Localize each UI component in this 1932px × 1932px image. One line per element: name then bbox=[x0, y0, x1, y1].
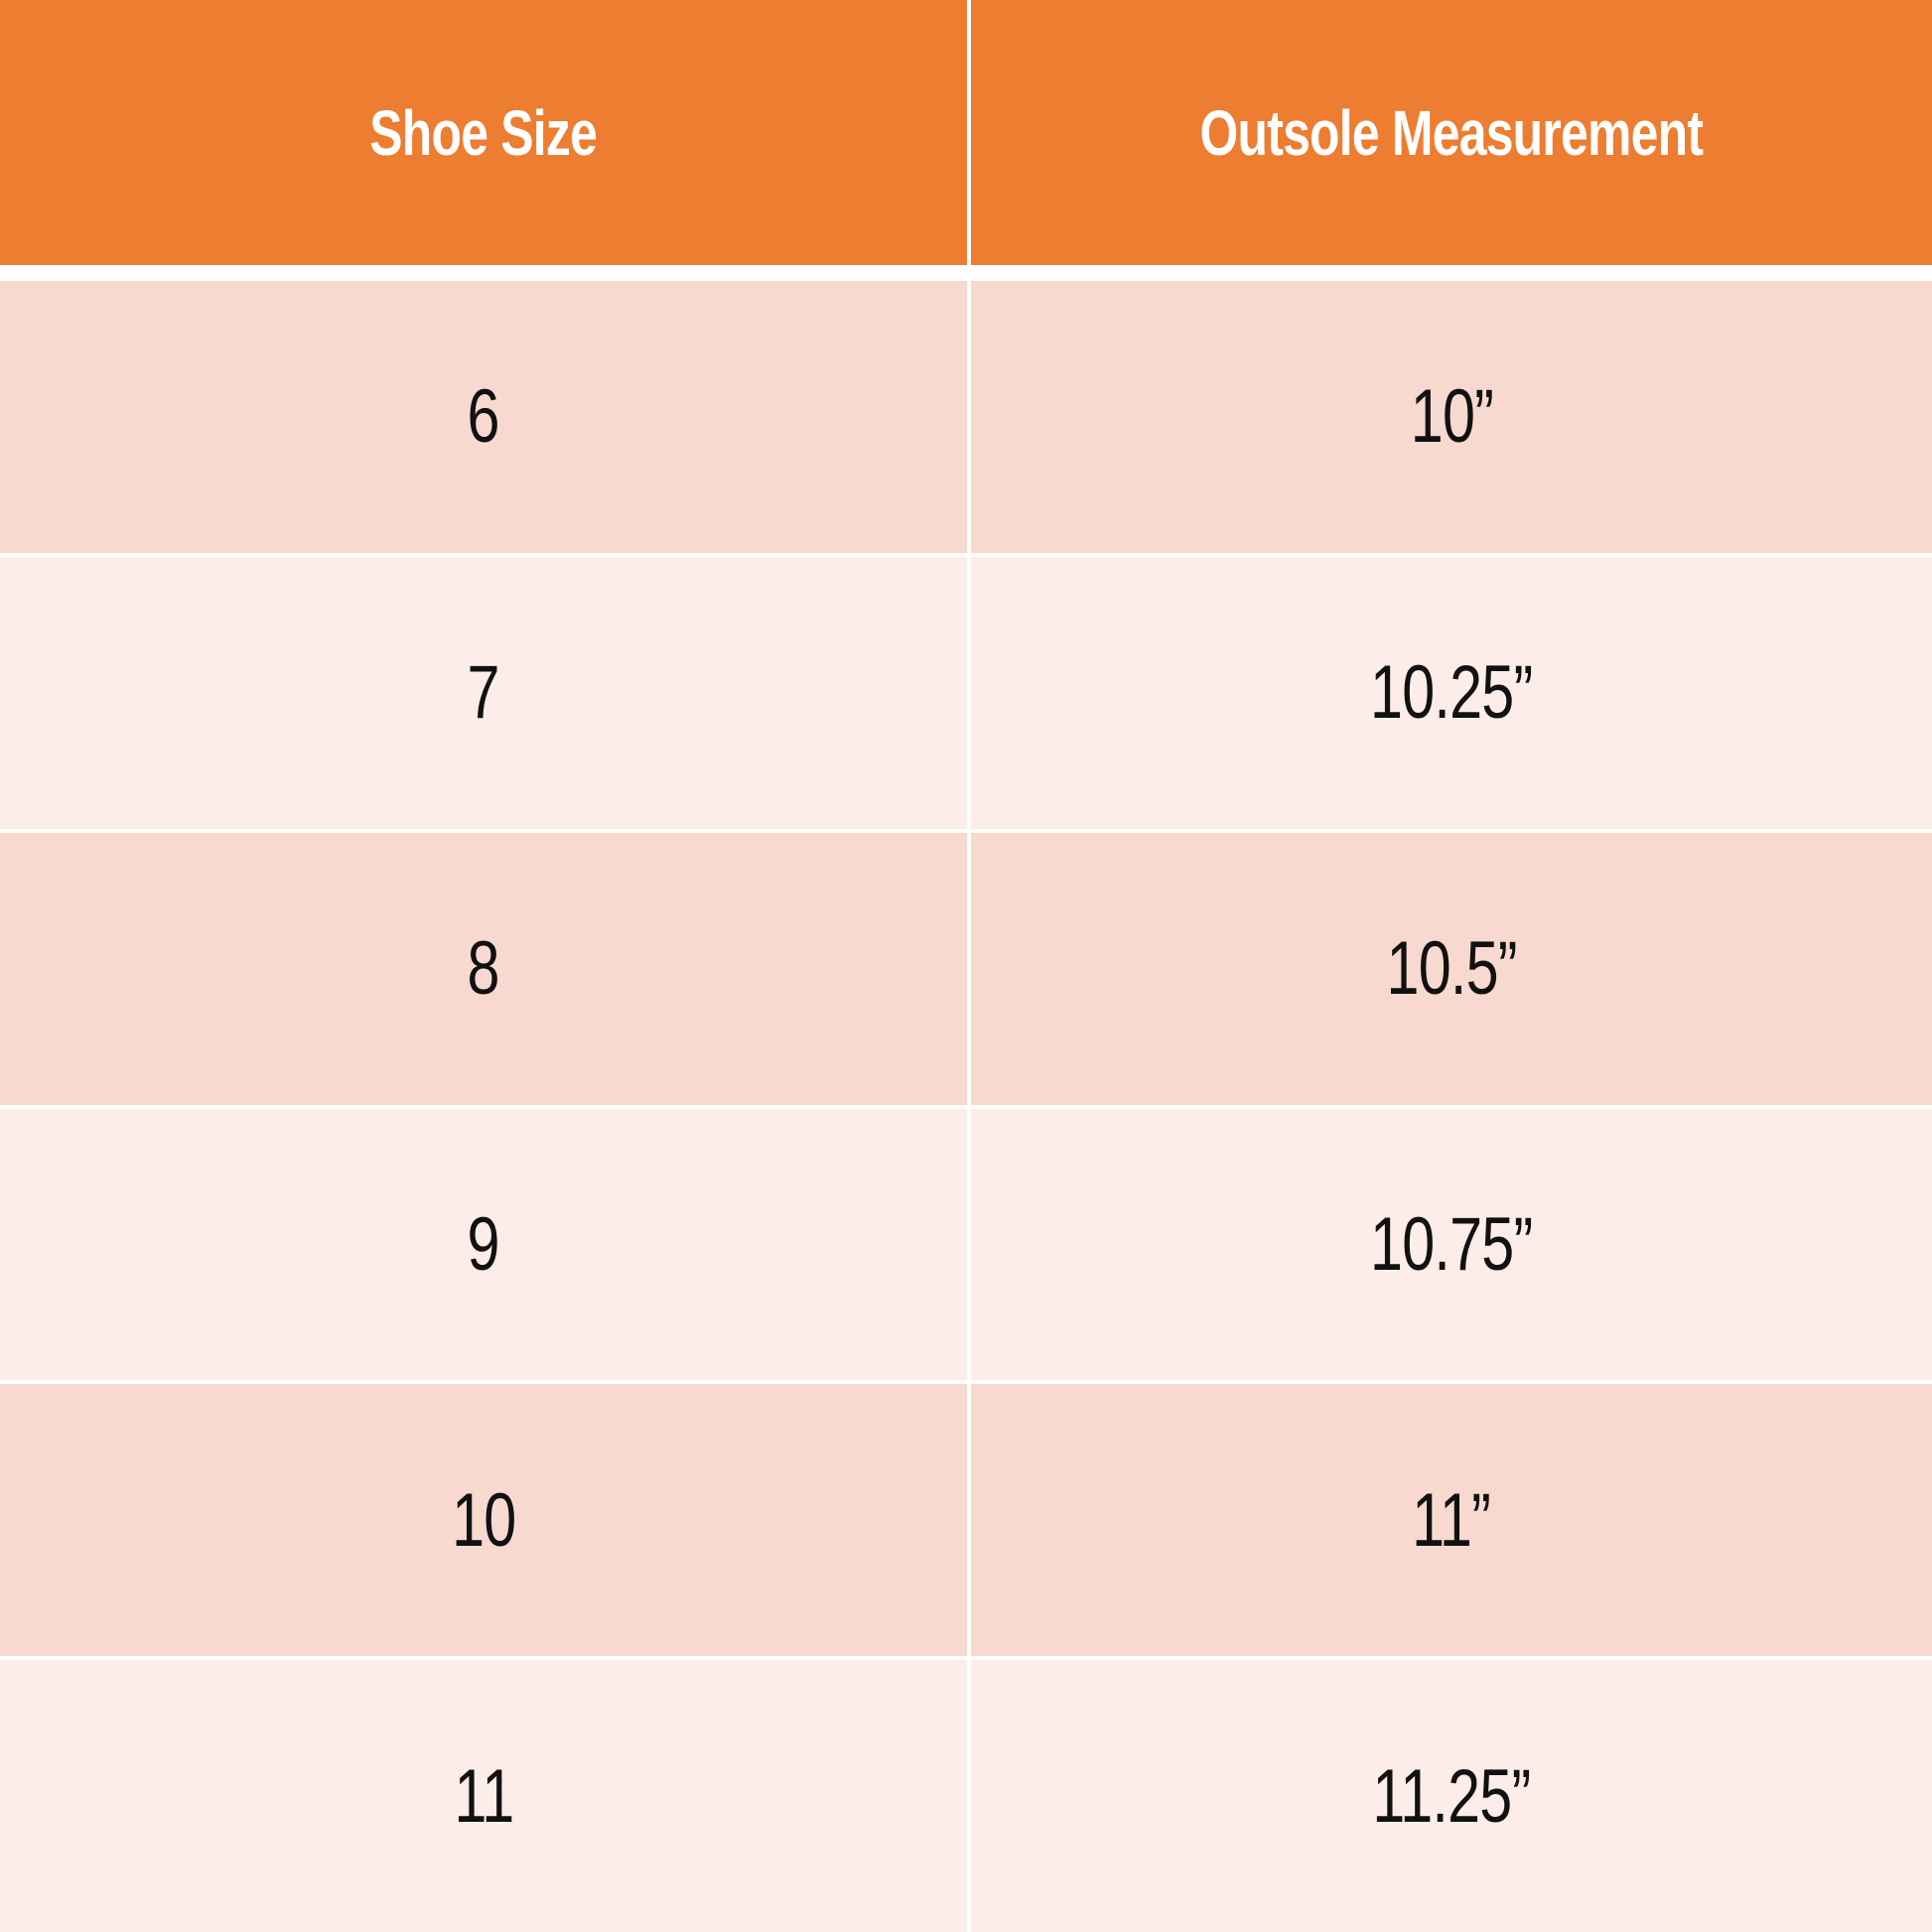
table-value-cell: 10 bbox=[0, 1384, 967, 1657]
table-value: 11” bbox=[1412, 1477, 1492, 1563]
table-value: 8 bbox=[467, 926, 500, 1012]
table-value: 10.5” bbox=[1386, 926, 1517, 1012]
table-value-cell: 7 bbox=[0, 556, 967, 829]
header-label-cell: Outsole Measurement bbox=[971, 0, 1932, 265]
table-value-cell: 10” bbox=[971, 281, 1932, 553]
table-value-cell: 10.25” bbox=[971, 556, 1932, 829]
table-value-cell: 11 bbox=[0, 1660, 967, 1932]
table-value: 11.25” bbox=[1372, 1753, 1531, 1839]
header-label: Outsole Measurement bbox=[1199, 96, 1704, 169]
table-value-cell: 10.75” bbox=[971, 1108, 1932, 1381]
table-value-cell: 6 bbox=[0, 281, 967, 553]
table-value-cell: 10.5” bbox=[971, 832, 1932, 1105]
header-label: Shoe Size bbox=[369, 96, 599, 169]
table-value: 7 bbox=[467, 650, 500, 736]
header-label-cell: Shoe Size bbox=[0, 0, 967, 265]
table-value-cell: 8 bbox=[0, 832, 967, 1105]
table-value-cell: 11.25” bbox=[971, 1660, 1932, 1932]
table-value: 11 bbox=[454, 1753, 514, 1839]
table-value: 10 bbox=[451, 1477, 516, 1563]
table-value-cell: 11” bbox=[971, 1384, 1932, 1657]
table-value: 10.25” bbox=[1370, 650, 1533, 736]
table-value: 6 bbox=[467, 374, 500, 460]
table-value: 10.75” bbox=[1370, 1201, 1533, 1287]
table-value: 10” bbox=[1410, 374, 1493, 460]
table-value: 9 bbox=[467, 1201, 500, 1287]
table-value-cell: 9 bbox=[0, 1108, 967, 1381]
